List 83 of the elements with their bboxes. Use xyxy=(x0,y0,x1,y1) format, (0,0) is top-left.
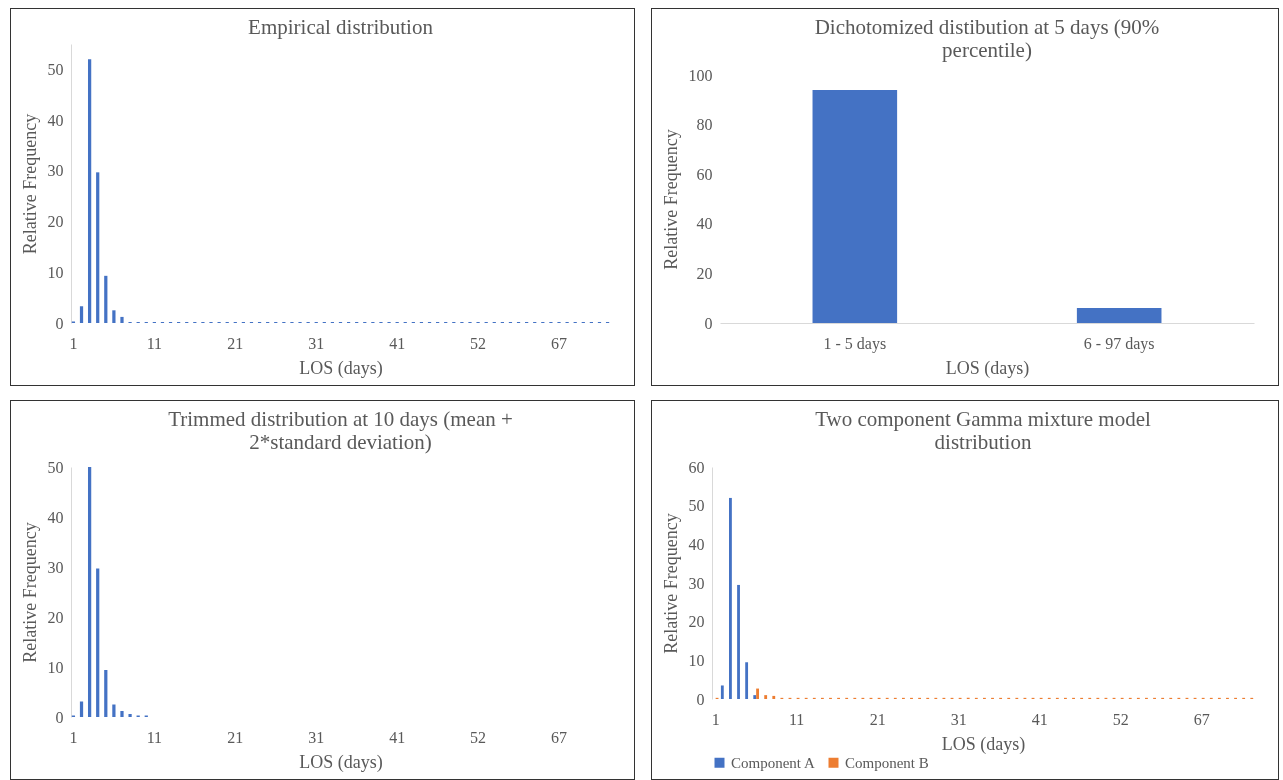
x-axis-title: LOS (days) xyxy=(299,751,383,773)
bar xyxy=(772,695,776,699)
bar xyxy=(120,711,124,717)
y-tick-label: 0 xyxy=(55,708,64,726)
y-tick-label: 100 xyxy=(688,66,713,84)
x-tick-label: 11 xyxy=(788,710,805,728)
bar xyxy=(756,688,759,699)
y-tick-label: 80 xyxy=(696,116,713,134)
y-tick-label: 50 xyxy=(47,60,64,78)
x-tick-label: 52 xyxy=(1112,710,1129,728)
bar xyxy=(753,695,757,699)
y-axis-title: Relative Frequency xyxy=(19,113,40,255)
bar xyxy=(120,316,124,323)
y-tick-label: 20 xyxy=(47,608,64,626)
chart-title: Dichotomized distibution at 5 days (90% percentile) xyxy=(814,15,1160,62)
bar xyxy=(112,704,116,717)
y-tick-label: 50 xyxy=(47,458,64,476)
x-tick-label: 21 xyxy=(227,728,244,746)
y-tick-label: 10 xyxy=(47,263,64,281)
y-tick-label: 60 xyxy=(696,165,713,183)
bar xyxy=(79,306,84,323)
y-tick-label: 0 xyxy=(696,690,705,708)
y-tick-label: 50 xyxy=(688,497,705,515)
x-tick-label: 1 xyxy=(69,334,78,352)
bar xyxy=(128,714,132,717)
legend-label: Component A xyxy=(731,754,815,771)
bar xyxy=(104,670,108,717)
bar xyxy=(112,310,116,323)
x-tick-label: 67 xyxy=(551,334,568,352)
x-tick-label: 21 xyxy=(227,334,244,352)
y-tick-label: 40 xyxy=(688,535,705,553)
x-tick-label: 31 xyxy=(308,334,325,352)
y-tick-label: 30 xyxy=(47,162,64,180)
x-axis-title: LOS (days) xyxy=(299,357,383,379)
x-tick-label: 31 xyxy=(308,728,325,746)
y-axis-title: Relative Frequency xyxy=(19,522,40,663)
y-axis-title: Relative Frequency xyxy=(660,129,681,270)
x-tick-label: 41 xyxy=(1031,710,1048,728)
y-tick-label: 0 xyxy=(704,314,713,332)
bar xyxy=(96,568,100,717)
x-tick-label: 11 xyxy=(146,728,163,746)
y-axis-title: Relative Frequency xyxy=(660,513,681,654)
x-tick-label: 52 xyxy=(470,728,487,746)
y-tick-label: 20 xyxy=(47,213,64,231)
y-tick-label: 20 xyxy=(696,264,713,282)
bar xyxy=(96,172,100,323)
x-tick-label: 67 xyxy=(1193,710,1210,728)
x-tick-label: 21 xyxy=(869,710,886,728)
x-tick-label: 6 - 97 days xyxy=(1083,334,1155,353)
chart-title: Two component Gamma mixture model distribution xyxy=(815,407,1151,454)
chart-title: Trimmed distribution at 10 days (mean + 2*standard deviation) xyxy=(168,407,513,454)
x-tick-label: 67 xyxy=(551,728,568,746)
x-tick-label: 31 xyxy=(950,710,967,728)
y-tick-label: 60 xyxy=(688,458,705,476)
bar xyxy=(720,685,724,699)
bar xyxy=(745,662,749,699)
legend-label: Component B xyxy=(845,754,929,771)
y-tick-label: 40 xyxy=(47,508,64,526)
bar xyxy=(737,584,740,699)
bar xyxy=(79,701,84,717)
bar xyxy=(764,695,768,699)
x-tick-label: 41 xyxy=(389,334,406,352)
y-tick-label: 10 xyxy=(688,651,705,669)
x-tick-label: 52 xyxy=(470,334,487,352)
bar xyxy=(88,467,92,717)
x-axis-title: LOS (days) xyxy=(941,733,1026,755)
x-axis-title: LOS (days) xyxy=(945,357,1030,379)
y-tick-label: 40 xyxy=(47,111,64,129)
x-tick-label: 41 xyxy=(389,728,406,746)
y-tick-label: 30 xyxy=(688,574,705,592)
y-tick-label: 40 xyxy=(696,215,713,233)
x-tick-label: 1 xyxy=(69,728,78,746)
x-tick-label: 1 - 5 days xyxy=(823,334,887,353)
bar xyxy=(104,275,108,323)
y-tick-label: 10 xyxy=(47,658,64,676)
y-tick-label: 30 xyxy=(47,558,64,576)
bar xyxy=(729,497,732,699)
x-tick-label: 11 xyxy=(146,334,163,352)
chart-title: Empirical distribution xyxy=(248,15,434,39)
y-tick-label: 0 xyxy=(55,314,64,332)
y-tick-label: 20 xyxy=(688,613,705,631)
x-tick-label: 1 xyxy=(711,710,720,728)
bar xyxy=(88,59,92,323)
